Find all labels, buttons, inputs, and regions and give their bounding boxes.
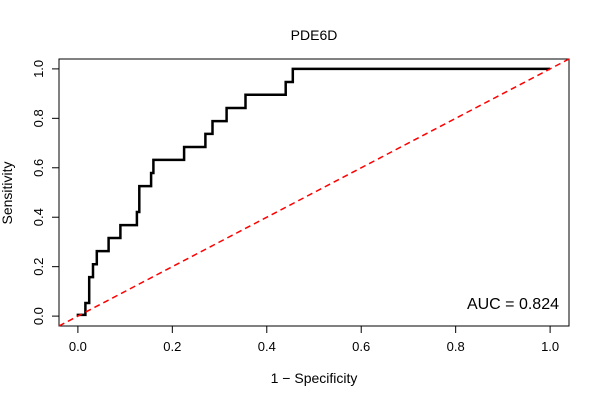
y-axis: 0.0 0.2 0.4 0.6 0.8 1.0 [31,60,60,325]
x-tick-label: 0.6 [352,339,370,354]
y-tick-label: 0.6 [31,159,46,177]
chart-title: PDE6D [291,27,338,43]
y-tick-label: 1.0 [31,60,46,78]
plot-frame [58,58,570,327]
x-axis-label: 1 − Specificity [271,370,358,386]
x-tick-label: 0.8 [447,339,465,354]
y-tick-label: 0.4 [31,208,46,226]
x-tick-label: 0.2 [163,339,181,354]
y-tick-label: 0.0 [31,307,46,325]
y-tick-label: 0.8 [31,109,46,127]
roc-curve-line [76,67,551,317]
x-axis: 0.0 0.2 0.4 0.6 0.8 1.0 [69,325,559,354]
x-tick-label: 0.0 [69,339,87,354]
x-tick-label: 1.0 [541,339,559,354]
chance-diagonal-line [58,58,570,327]
y-axis-label: Sensitivity [0,161,15,224]
x-tick-label: 0.4 [258,339,276,354]
series-layer [58,58,570,327]
auc-annotation: AUC = 0.824 [467,296,559,313]
y-tick-label: 0.2 [31,258,46,276]
